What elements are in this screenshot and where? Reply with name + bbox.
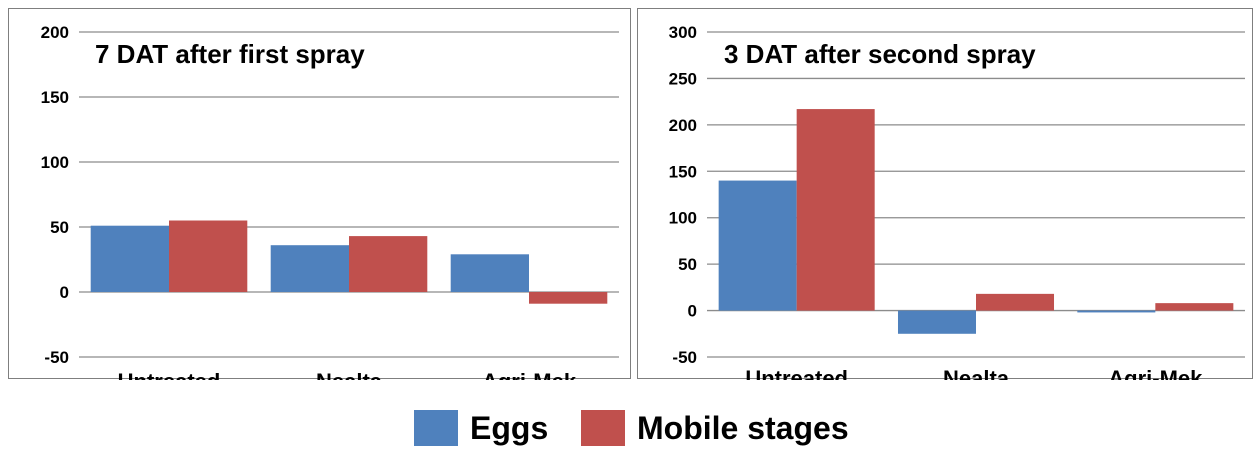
chart-legend: Eggs Mobile stages xyxy=(0,410,1260,454)
y-tick-label: 150 xyxy=(41,88,69,107)
x-category-label: Nealta xyxy=(316,369,383,380)
legend-item-mobile-stages: Mobile stages xyxy=(581,410,849,446)
chart-first-spray-plot: -50 0 50 100 150 200 Untreated Nealta Agri-Mek xyxy=(41,23,619,380)
chart-first-spray: -50 0 50 100 150 200 Untreated Nealta Agri-Mek 7… xyxy=(8,8,631,380)
x-category-label: Untreated xyxy=(745,366,848,380)
y-tick-label: 100 xyxy=(41,153,69,172)
bar-mobile-stages-agri-mek xyxy=(1155,303,1234,311)
y-tick-label: 150 xyxy=(669,162,697,181)
bar-eggs-agri-mek xyxy=(1077,310,1156,313)
y-tick-label: 200 xyxy=(669,116,697,135)
y-tick-label: -50 xyxy=(44,348,69,367)
bar-mobile-stages-untreated xyxy=(796,109,875,311)
bar-eggs-agri-mek xyxy=(450,254,529,292)
chart-second-spray: -50 0 50 100 150 200 250 300 Untreated Nealta Agri… xyxy=(637,8,1253,380)
y-tick-label: 200 xyxy=(41,23,69,42)
x-category-label: Agri-Mek xyxy=(482,369,577,380)
bar-mobile-stages-nealta xyxy=(349,236,428,292)
y-tick-label: 100 xyxy=(669,209,697,228)
y-tick-label: 300 xyxy=(669,23,697,42)
bar-mobile-stages-untreated xyxy=(169,220,248,292)
bar-mobile-stages-nealta xyxy=(976,293,1055,311)
legend-label-mobile-stages: Mobile stages xyxy=(637,409,849,446)
bar-eggs-untreated xyxy=(718,180,797,311)
y-tick-label: 50 xyxy=(678,255,697,274)
bar-eggs-nealta xyxy=(270,245,349,292)
x-category-label: Untreated xyxy=(118,369,221,380)
bar-eggs-nealta xyxy=(897,310,976,334)
y-tick-label: 0 xyxy=(60,283,69,302)
chart-second-spray-title: 3 DAT after second spray xyxy=(724,39,1036,69)
x-category-label: Agri-Mek xyxy=(1108,366,1203,380)
chart-first-spray-title: 7 DAT after first spray xyxy=(95,39,365,69)
bar-eggs-untreated xyxy=(90,225,169,292)
y-tick-label: -50 xyxy=(672,348,697,367)
legend-swatch-mobile-stages xyxy=(581,410,625,446)
y-tick-label: 0 xyxy=(688,302,697,321)
y-tick-label: 250 xyxy=(669,69,697,88)
chart-second-spray-plot: -50 0 50 100 150 200 250 300 Untreated Nealta Agri… xyxy=(669,23,1245,380)
y-tick-label: 50 xyxy=(50,218,69,237)
legend-swatch-eggs xyxy=(414,410,458,446)
bar-mobile-stages-agri-mek xyxy=(529,292,608,304)
legend-label-eggs: Eggs xyxy=(470,409,549,446)
legend-item-eggs: Eggs xyxy=(414,410,548,446)
x-category-label: Nealta xyxy=(943,366,1010,380)
